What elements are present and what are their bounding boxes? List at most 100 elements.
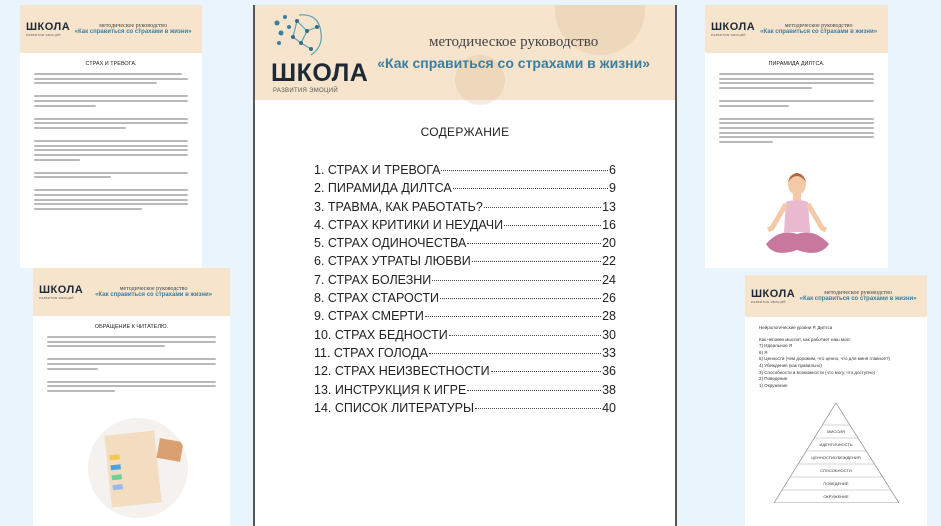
toc-page-number: 30 bbox=[602, 327, 616, 342]
toc-leader bbox=[428, 352, 602, 354]
toc-entry[interactable]: 3. ТРАВМА, КАК РАБОТАТЬ? 13 bbox=[314, 200, 616, 218]
section-heading: ПИРАМИДА ДИЛТСА. bbox=[768, 61, 825, 67]
toc-leader bbox=[475, 407, 602, 409]
toc-leader bbox=[439, 298, 602, 300]
toc-title: 3. ТРАВМА, КАК РАБОТАТЬ? bbox=[314, 199, 483, 214]
toc-title: 9. СТРАХ СМЕРТИ bbox=[314, 309, 424, 324]
game-board-photo bbox=[88, 418, 188, 518]
page-header: ШКОЛА РАЗВИТИЯ ЭМОЦИЙ методическое руково… bbox=[705, 5, 888, 53]
toc-title: 7. СТРАХ БОЛЕЗНИ bbox=[314, 272, 432, 287]
pyramid-level: ИДЕНТИЧНОСТЬ bbox=[819, 442, 853, 448]
toc-title: 2. ПИРАМИДА ДИЛТСА bbox=[314, 181, 452, 196]
level-list-item: 3) Способности и возможности (что могу, … bbox=[759, 369, 876, 375]
level-list-item: 1) Окружение bbox=[759, 382, 788, 388]
level-list-item: 5) Ценности (чем дорожим, что ценно, что… bbox=[759, 356, 891, 362]
body-text-blurred bbox=[33, 336, 230, 392]
toc-entry[interactable]: 8. СТРАХ СТАРОСТИ 26 bbox=[314, 291, 616, 309]
pyramid-level: СПОСОБНОСТИ bbox=[820, 468, 852, 474]
toc-page-number: 40 bbox=[602, 400, 616, 415]
toc-title: 1. СТРАХ И ТРЕВОГА bbox=[314, 163, 441, 177]
levels-heading: Нейрологические уровни Р. Дилтса bbox=[759, 325, 833, 330]
toc-leader bbox=[490, 371, 602, 373]
header-subtitle: методическое руководство bbox=[99, 23, 167, 29]
pyramid-level: ЦЕННОСТИ/УБЕЖДЕНИЯ bbox=[811, 455, 861, 461]
toc-page-number: 20 bbox=[602, 236, 616, 251]
level-list-item: 6) Я bbox=[759, 349, 768, 355]
toc-entry[interactable]: 6. СТРАХ УТРАТЫ ЛЮБВИ 22 bbox=[314, 254, 616, 272]
section-heading: СТРАХ И ТРЕВОГА. bbox=[85, 61, 137, 67]
toc-entry[interactable]: 13. ИНСТРУКЦИЯ К ИГРЕ 38 bbox=[314, 383, 616, 401]
levels-intro: Как человек мыслит, как работает наш моз… bbox=[759, 336, 852, 342]
page-fear-anxiety: ШКОЛА РАЗВИТИЯ ЭМОЦИЙ методическое руково… bbox=[20, 5, 202, 268]
toc-page-number: 28 bbox=[602, 309, 616, 324]
toc-entry[interactable]: 9. СТРАХ СМЕРТИ 28 bbox=[314, 309, 616, 327]
toc-page-number: 36 bbox=[602, 364, 616, 379]
toc-leader bbox=[504, 224, 602, 226]
toc-leader bbox=[467, 243, 602, 245]
level-list-item: 4) Убеждения (как правильно) bbox=[759, 362, 822, 368]
pyramid-level: ПОВЕДЕНИЕ bbox=[823, 481, 849, 487]
toc-entry[interactable]: 10. СТРАХ БЕДНОСТИ 30 bbox=[314, 328, 616, 346]
toc-page-number: 16 bbox=[602, 217, 616, 232]
page-header: ШКОЛА РАЗВИТИЯ ЭМОЦИЙ методическое руков… bbox=[255, 5, 675, 105]
toc-leader bbox=[471, 261, 602, 263]
toc-title: 5. СТРАХ ОДИНОЧЕСТВА bbox=[314, 236, 467, 251]
level-list-item: 7) Идеальное Я bbox=[759, 343, 793, 349]
toc-entry[interactable]: 1. СТРАХ И ТРЕВОГА 6 bbox=[314, 163, 616, 181]
toc-leader bbox=[448, 334, 602, 336]
toc-page-number: 9 bbox=[609, 181, 616, 196]
toc-page-number: 26 bbox=[602, 291, 616, 306]
table-of-contents: 1. СТРАХ И ТРЕВОГА 6 2. ПИРАМИДА ДИЛТСА 9 3.… bbox=[314, 163, 616, 419]
header-title: «Как справиться со страхами в жизни» bbox=[377, 55, 651, 71]
toc-leader bbox=[467, 389, 602, 391]
page-dilts-pyramid: ШКОЛА РАЗВИТИЯ ЭМОЦИЙ методическое руково… bbox=[705, 5, 888, 268]
body-text-blurred bbox=[705, 73, 888, 143]
toc-leader bbox=[483, 206, 602, 208]
toc-entry[interactable]: 12. СТРАХ НЕИЗВЕСТНОСТИ 36 bbox=[314, 364, 616, 382]
toc-entry[interactable]: 5. СТРАХ ОДИНОЧЕСТВА 20 bbox=[314, 236, 616, 254]
toc-leader bbox=[432, 279, 602, 281]
toc-leader bbox=[441, 170, 609, 171]
toc-title: 14. СПИСОК ЛИТЕРАТУРЫ bbox=[314, 400, 475, 415]
toc-title: 8. СТРАХ СТАРОСТИ bbox=[314, 291, 439, 306]
toc-page-number: 13 bbox=[602, 199, 616, 214]
school-logo: ШКОЛА РАЗВИТИЯ ЭМОЦИЙ bbox=[751, 288, 796, 304]
toc-entry[interactable]: 4. СТРАХ КРИТИКИ И НЕУДАЧИ 16 bbox=[314, 218, 616, 236]
level-list-item: 2) Поведение bbox=[759, 376, 788, 382]
toc-title: 12. СТРАХ НЕИЗВЕСТНОСТИ bbox=[314, 364, 490, 379]
toc-title: 13. ИНСТРУКЦИЯ К ИГРЕ bbox=[314, 382, 467, 397]
dilts-pyramid-diagram: МИССИЯ ИДЕНТИЧНОСТЬ ЦЕННОСТИ/УБЕЖДЕНИЯ СПОС… bbox=[773, 403, 899, 504]
toc-title: 6. СТРАХ УТРАТЫ ЛЮБВИ bbox=[314, 254, 471, 269]
toc-page-number: 33 bbox=[602, 345, 616, 360]
page-neurological-levels: ШКОЛА РАЗВИТИЯ ЭМОЦИЙ методическое руково… bbox=[745, 275, 927, 526]
body-text-blurred bbox=[20, 73, 202, 210]
toc-leader bbox=[424, 316, 602, 318]
toc-page-number: 38 bbox=[602, 382, 616, 397]
toc-title: 4. СТРАХ КРИТИКИ И НЕУДАЧИ bbox=[314, 217, 504, 232]
pyramid-level: ОКРУЖЕНИЕ bbox=[823, 494, 849, 500]
contents-heading: СОДЕРЖАНИЕ bbox=[420, 125, 510, 139]
toc-title: 10. СТРАХ БЕДНОСТИ bbox=[314, 327, 448, 342]
toc-leader bbox=[452, 188, 609, 190]
toc-page-number: 6 bbox=[609, 163, 616, 177]
page-reader-address: ШКОЛА РАЗВИТИЯ ЭМОЦИЙ методическое руково… bbox=[33, 268, 230, 526]
header-title: «Как справиться со страхами в жизни» bbox=[74, 29, 192, 35]
school-logo: ШКОЛА РАЗВИТИЯ ЭМОЦИЙ bbox=[271, 11, 368, 94]
toc-entry[interactable]: 11. СТРАХ ГОЛОДА 33 bbox=[314, 346, 616, 364]
toc-entry[interactable]: 14. СПИСОК ЛИТЕРАТУРЫ 40 bbox=[314, 401, 616, 419]
pyramid-level: МИССИЯ bbox=[827, 429, 845, 435]
page-contents: ШКОЛА РАЗВИТИЯ ЭМОЦИЙ методическое руков… bbox=[253, 5, 677, 526]
brain-network-icon bbox=[274, 14, 322, 56]
toc-page-number: 24 bbox=[602, 272, 616, 287]
school-logo: ШКОЛА РАЗВИТИЯ ЭМОЦИЙ bbox=[711, 21, 756, 37]
toc-entry[interactable]: 2. ПИРАМИДА ДИЛТСА 9 bbox=[314, 181, 616, 199]
toc-entry[interactable]: 7. СТРАХ БОЛЕЗНИ 24 bbox=[314, 273, 616, 291]
meditating-woman-illustration bbox=[766, 173, 829, 253]
page-header: ШКОЛА РАЗВИТИЯ ЭМОЦИЙ методическое руково… bbox=[33, 268, 230, 316]
header-subtitle: методическое руководство bbox=[429, 34, 599, 50]
school-logo: ШКОЛА РАЗВИТИЯ ЭМОЦИЙ bbox=[26, 21, 71, 37]
page-header: ШКОЛА РАЗВИТИЯ ЭМОЦИЙ методическое руково… bbox=[745, 275, 927, 317]
toc-title: 11. СТРАХ ГОЛОДА bbox=[314, 345, 428, 360]
section-heading: ОБРАЩЕНИЕ К ЧИТАТЕЛЮ. bbox=[94, 324, 169, 330]
school-logo: ШКОЛА РАЗВИТИЯ ЭМОЦИЙ bbox=[39, 284, 84, 300]
